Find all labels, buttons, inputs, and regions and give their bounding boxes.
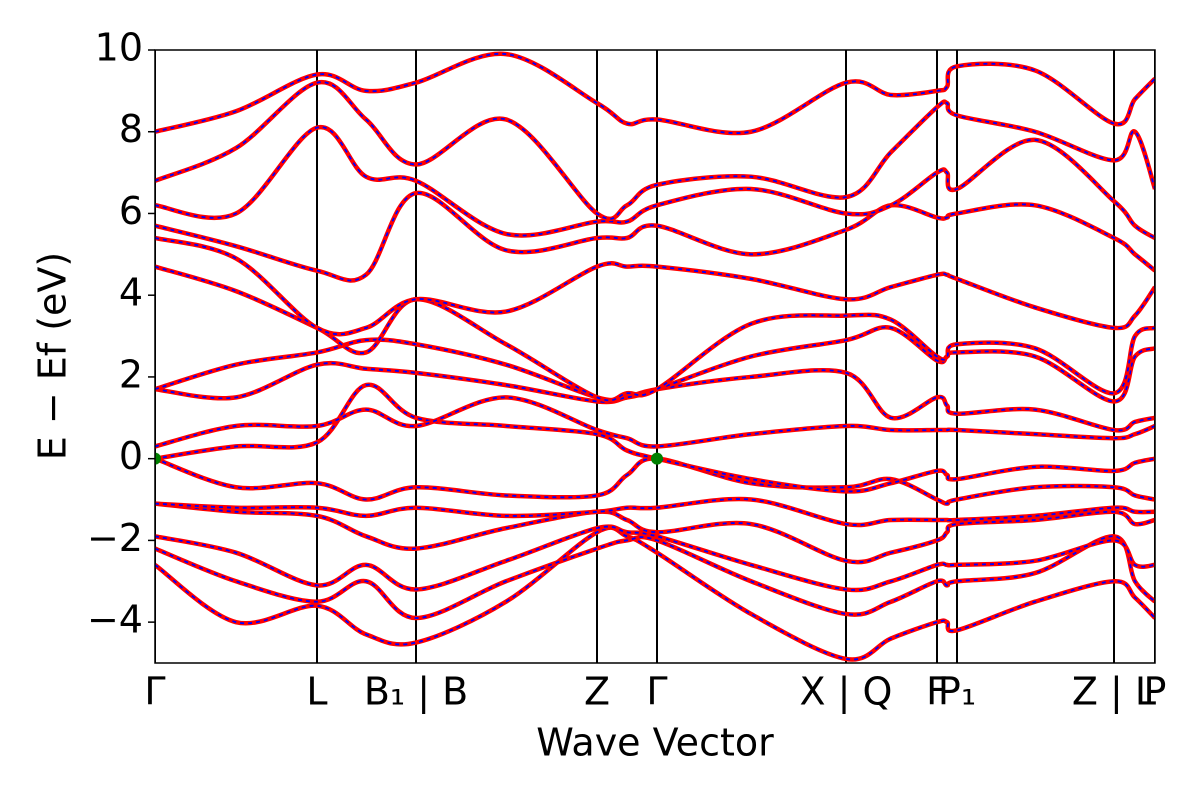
band: [155, 524, 1155, 593]
band: [155, 382, 1155, 494]
band-overlay: [155, 525, 1155, 591]
band: [155, 525, 1155, 662]
band-overlay: [155, 526, 1155, 661]
band-overlay: [155, 498, 1155, 526]
band: [155, 264, 1155, 403]
band-overlay: [155, 81, 1155, 220]
band-overlay: [155, 192, 1155, 282]
band-overlay: [155, 384, 1155, 493]
band: [155, 501, 1155, 565]
marker-point: [651, 452, 663, 465]
x-tick-label: Z: [584, 670, 610, 714]
axes-frame: [154, 49, 1156, 664]
band-overlay: [155, 535, 1155, 619]
y-tick-label: −4: [87, 598, 143, 642]
x-axis-label: Wave Vector: [536, 721, 774, 765]
band-overlay: [155, 457, 1155, 505]
x-tick-label: Z | L: [1072, 670, 1156, 715]
marker-point: [155, 452, 161, 465]
band-overlay: [155, 126, 1155, 239]
y-tick-label: 10: [95, 26, 143, 70]
x-tick-label: Γ: [646, 670, 667, 714]
y-axis-label: E − Ef (eV): [31, 252, 75, 461]
y-tick-label: 8: [119, 107, 143, 151]
band: [155, 125, 1155, 240]
band-overlay: [155, 52, 1155, 134]
y-tick-label: −2: [87, 516, 143, 560]
x-tick-label: X | Q: [800, 670, 893, 715]
y-tick-label: 4: [119, 271, 143, 315]
y-tick-label: 0: [119, 434, 143, 478]
band: [155, 360, 1155, 433]
x-tick-label: P: [1144, 670, 1167, 714]
x-tick-label: B₁ | B: [364, 670, 468, 715]
band: [155, 395, 1155, 449]
band: [155, 51, 1155, 136]
y-tick-label: 6: [119, 189, 143, 233]
x-tick-label: L: [306, 670, 327, 714]
x-tick-label: F: [926, 670, 948, 714]
band-overlay: [155, 362, 1155, 432]
band-overlay: [155, 237, 1155, 336]
x-tick-label: Γ: [144, 670, 165, 714]
band-overlay: [155, 326, 1155, 403]
band-overlay: [155, 265, 1155, 402]
band: [155, 456, 1155, 506]
y-tick-label: 2: [119, 352, 143, 396]
plot-area: [155, 50, 1155, 663]
x-tick-label: P₁: [938, 670, 976, 714]
band-overlay: [155, 396, 1155, 448]
